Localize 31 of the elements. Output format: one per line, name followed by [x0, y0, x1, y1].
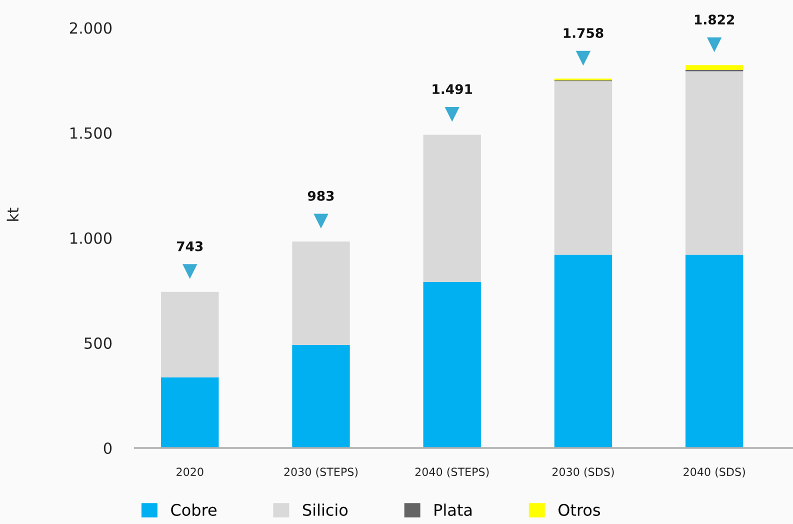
y-axis-title: kt — [6, 208, 18, 221]
legend-label: Silicio — [303, 504, 348, 516]
legend-label: Cobre — [171, 504, 216, 516]
bar — [161, 292, 219, 378]
bar — [292, 345, 350, 448]
bar — [554, 81, 612, 255]
legend-label: Otros — [558, 504, 600, 516]
x-tick-label: 2020 — [176, 468, 204, 476]
x-tick-label: 2040 (STEPS) — [415, 467, 489, 478]
y-tick-label: 0 — [104, 442, 112, 454]
bar — [423, 134, 481, 282]
bar — [685, 254, 744, 448]
bar — [685, 65, 744, 70]
y-tick-label: 500 — [84, 337, 112, 349]
x-tick-label: 2030 (STEPS) — [284, 467, 358, 478]
total-label: 1.491 — [432, 84, 472, 94]
total-label: 983 — [308, 190, 334, 201]
total-label: 743 — [176, 241, 203, 252]
bar — [685, 71, 744, 255]
total-label: 1.822 — [694, 14, 734, 25]
x-tick-label: 2040 (SDS) — [684, 467, 745, 478]
y-tick-label: 1.000 — [70, 232, 112, 244]
bar — [161, 377, 219, 448]
y-tick-label: 2.000 — [70, 22, 112, 34]
x-tick-label: 2030 (SDS) — [552, 467, 614, 478]
bar — [554, 254, 612, 448]
total-label: 1.758 — [564, 28, 604, 38]
bar — [292, 241, 350, 346]
bar — [423, 282, 481, 448]
legend-label: Plata — [434, 504, 472, 516]
y-tick-label: 1.500 — [70, 127, 112, 139]
